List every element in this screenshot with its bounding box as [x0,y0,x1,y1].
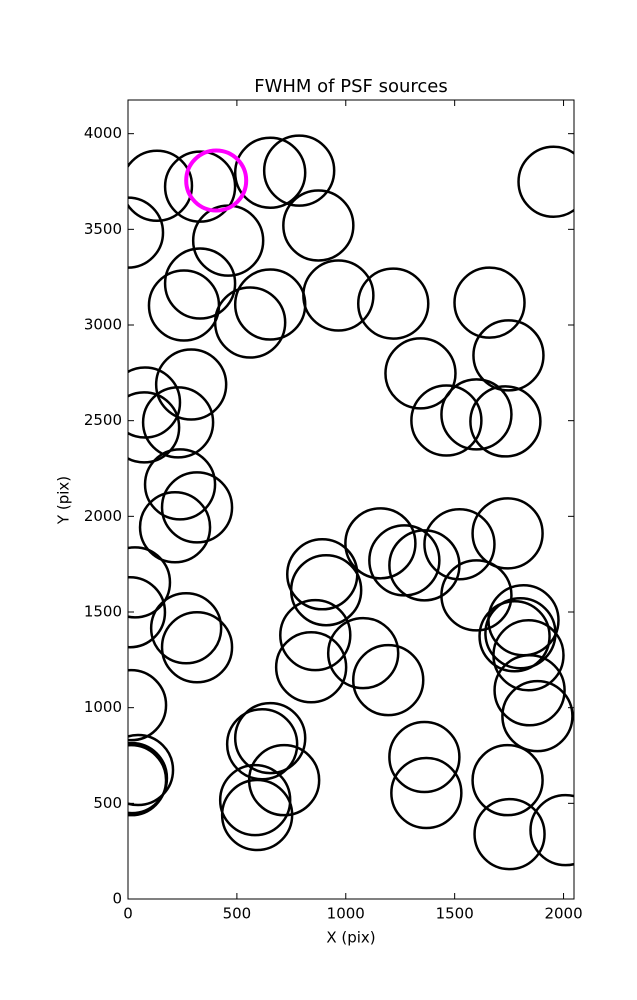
source [517,145,574,218]
source [440,378,513,451]
source [163,247,237,320]
source [128,391,181,464]
x-tick-label: 2000 [544,905,582,923]
source [356,267,430,340]
y-tick-label: 3500 [84,220,122,238]
source [473,797,546,871]
source [440,559,513,632]
source [154,348,228,421]
source [160,471,234,544]
source [213,286,287,359]
source [492,618,565,692]
source [233,136,307,209]
source [390,756,463,830]
source [128,733,175,807]
plot-area [128,134,574,871]
source [388,720,461,794]
source [233,701,307,775]
source [141,386,215,459]
source [191,204,265,277]
source [128,196,165,269]
source [501,679,574,753]
axes-frame [127,99,575,900]
source [529,793,574,867]
x-axis-label: X (pix) [326,929,375,947]
x-tick-label: 1000 [327,905,365,923]
source [220,778,294,852]
source [289,553,363,627]
y-tick-label: 0 [112,890,122,908]
x-tick-label: 0 [123,905,133,923]
source [262,134,336,207]
source [147,269,221,342]
y-tick-label: 500 [93,794,122,812]
source [286,538,359,611]
chart-title: FWHM of PSF sources [254,76,448,97]
source [469,385,542,458]
source [282,189,355,262]
y-tick-label: 3000 [84,316,122,334]
source [471,497,544,570]
source [218,763,292,837]
source [274,631,348,704]
source [279,598,352,672]
y-tick-label: 2500 [84,411,122,429]
x-tick-label: 500 [223,905,252,923]
source [472,319,545,392]
source [128,743,168,817]
source [453,266,526,339]
y-tick-label: 4000 [84,124,122,142]
source [384,337,457,410]
source [233,268,307,341]
source [493,654,566,727]
source [478,600,551,673]
source [128,668,168,742]
source [351,643,425,717]
y-tick-label: 2000 [84,507,122,525]
source [160,610,234,684]
y-axis-label: Y (pix) [55,476,73,525]
source [128,546,172,619]
source [138,490,212,564]
source [410,384,483,457]
source [302,259,375,332]
source [423,508,496,581]
source [128,366,182,439]
source [143,448,217,521]
source [128,575,167,649]
y-tick-label: 1500 [84,603,122,621]
source [471,743,544,817]
highlight-source [184,148,249,213]
y-tick-label: 1000 [84,698,122,716]
source [326,616,400,690]
source [344,507,417,580]
source [128,149,194,222]
source [149,592,223,665]
x-tick-label: 1500 [436,905,474,923]
